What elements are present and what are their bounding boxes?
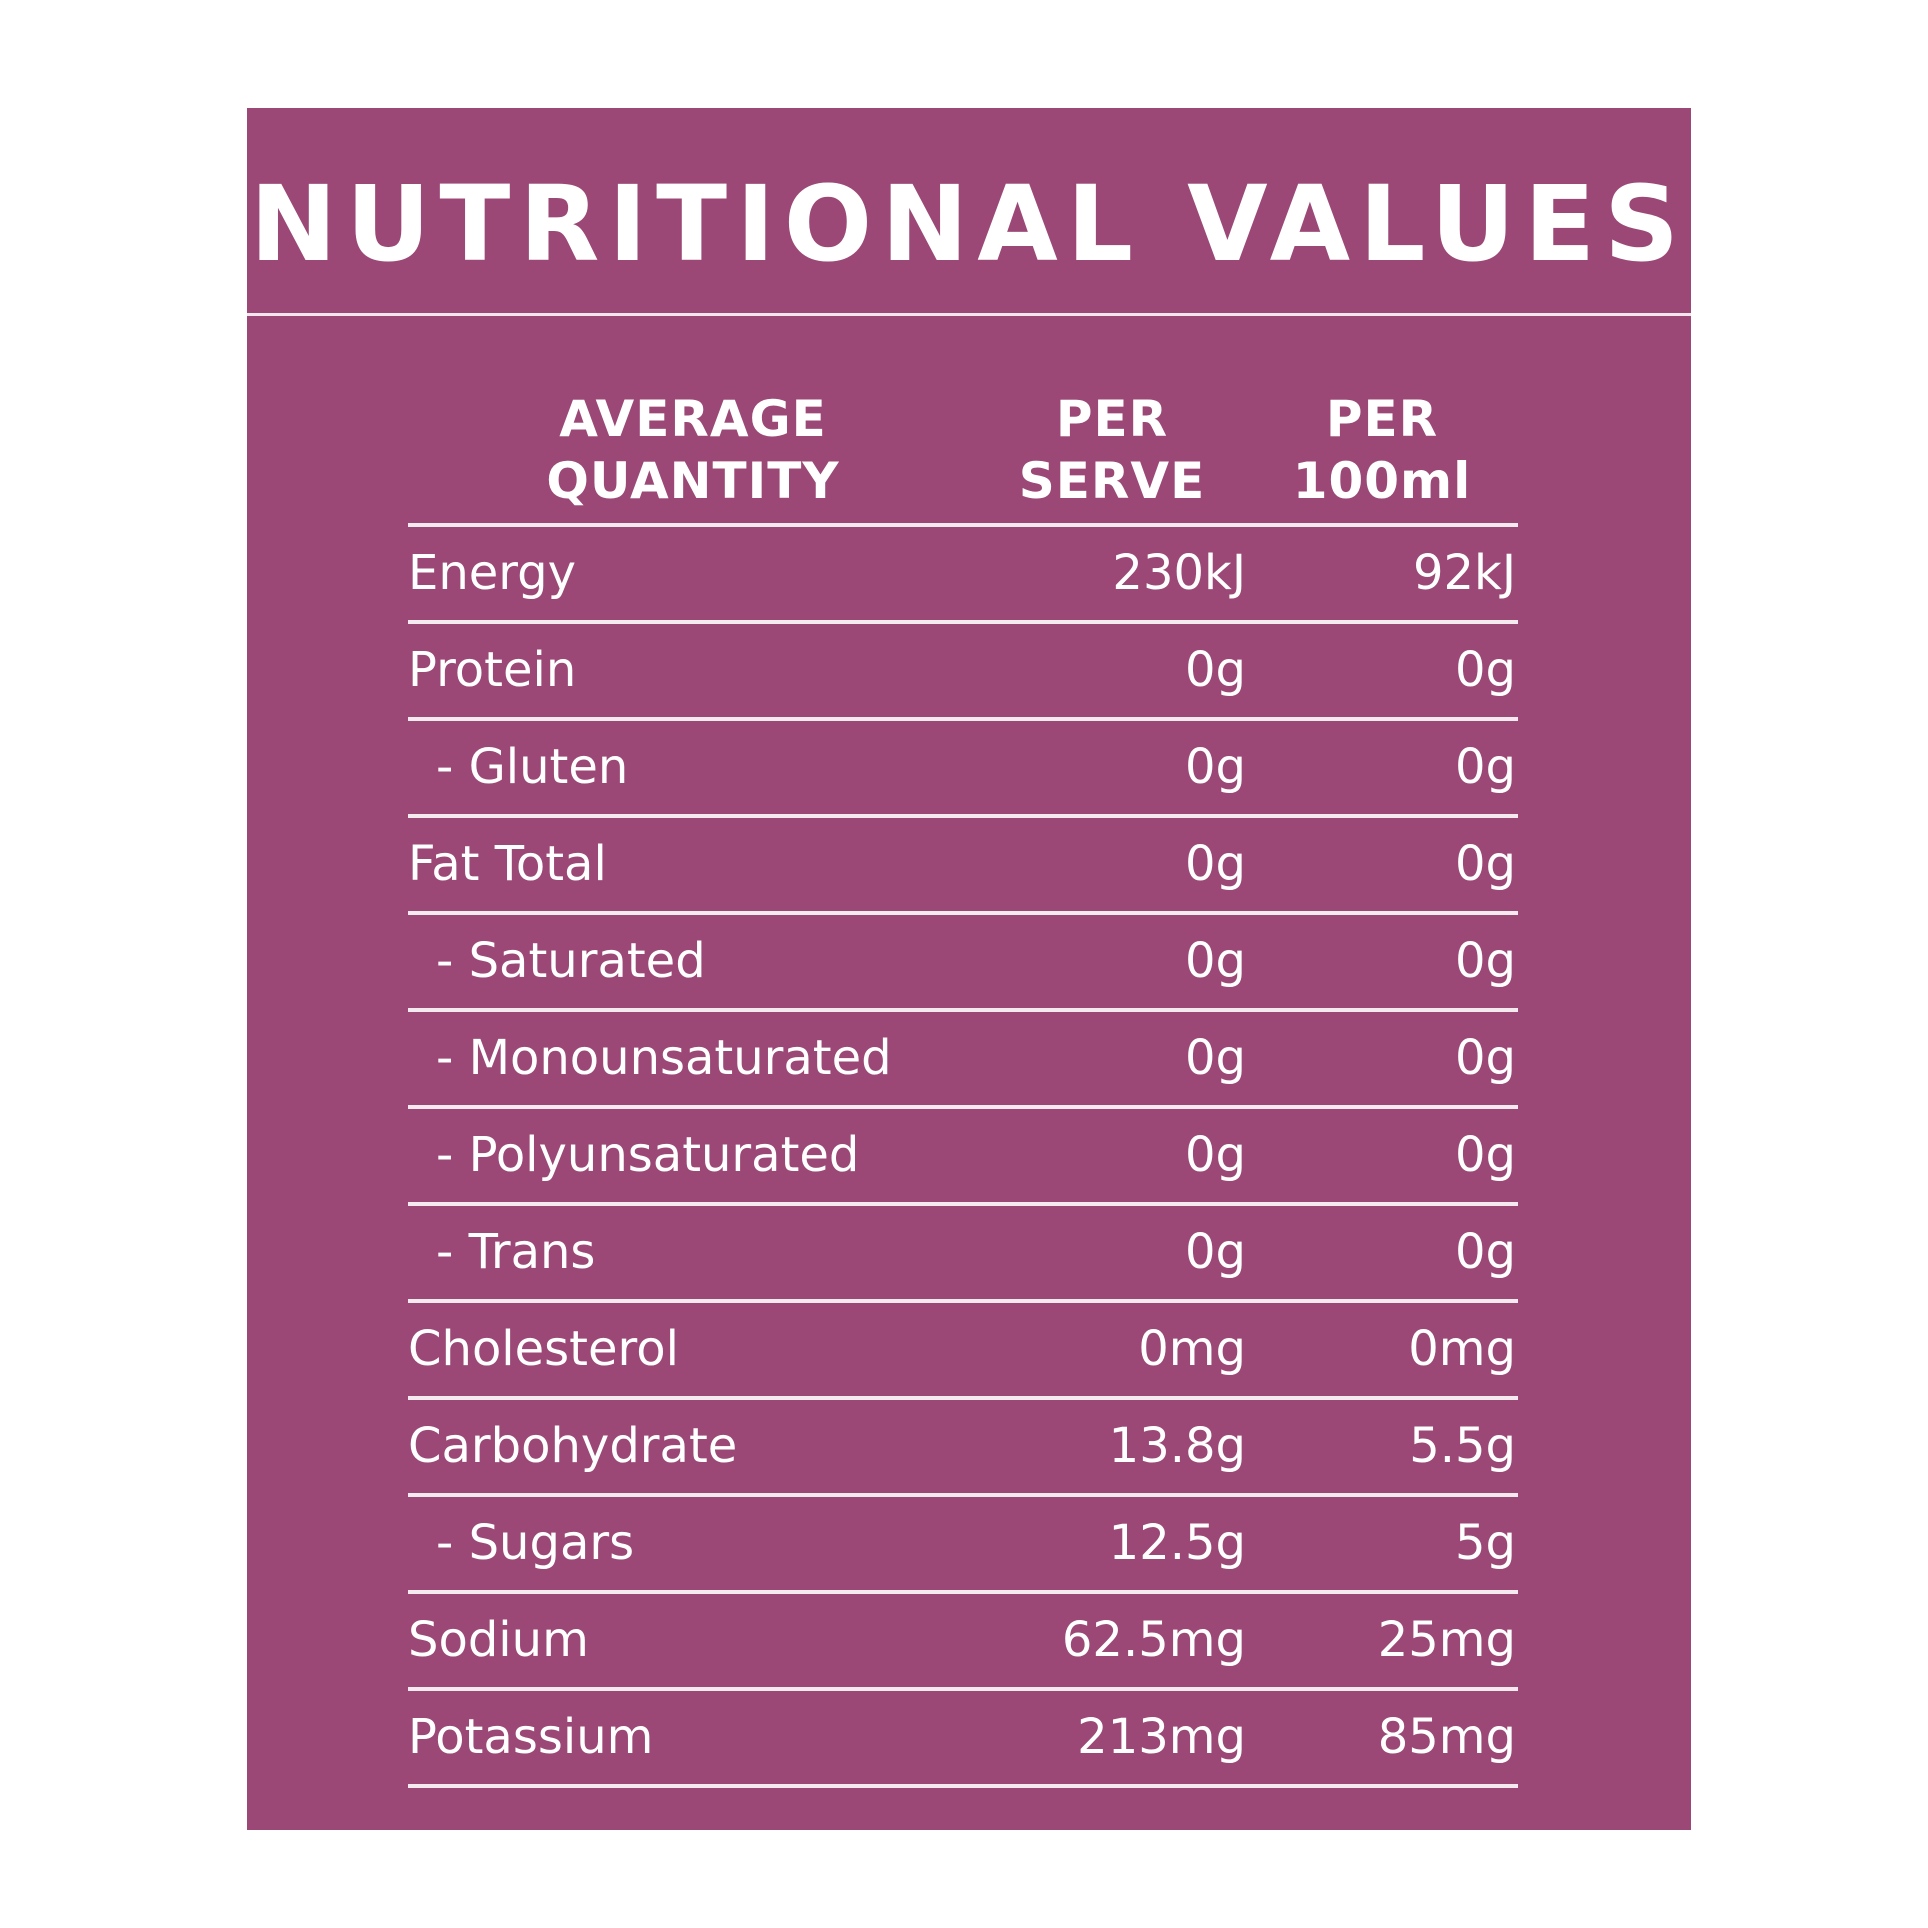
nutrient-label: - Monounsaturated [436,1030,892,1086]
nutrient-value: 0g [1454,836,1516,892]
header-cell: PER SERVE [982,388,1242,512]
nutrient-value: 5g [1454,1515,1516,1571]
nutrient-value: 0g [1184,933,1246,989]
nutrient-value: 0mg [1138,1321,1246,1377]
nutrient-label: Energy [408,545,577,601]
header-line: QUANTITY [546,452,840,510]
nutrient-value: 85mg [1377,1709,1516,1765]
nutrient-value: 25mg [1377,1612,1516,1668]
table-row: - Polyunsaturated 0g 0g [408,1109,1518,1206]
nutrient-value: 0g [1454,1224,1516,1280]
table-row: - Saturated 0g 0g [408,915,1518,1012]
nutrient-value: 12.5g [1108,1515,1246,1571]
nutrient-value: 0g [1454,933,1516,989]
nutrient-label: - Polyunsaturated [436,1127,860,1183]
header-rule [408,523,1518,527]
header-line: AVERAGE [559,390,827,448]
nutrient-label: - Trans [436,1224,596,1280]
table-row: Cholesterol 0mg 0mg [408,1303,1518,1400]
table-row: - Sugars 12.5g 5g [408,1497,1518,1594]
nutrient-value: 230kJ [1112,545,1246,601]
title: NUTRITIONAL VALUES [249,163,1689,285]
table-row: Carbohydrate 13.8g 5.5g [408,1400,1518,1497]
nutrient-value: 0mg [1408,1321,1516,1377]
nutrient-value: 5.5g [1409,1418,1516,1474]
header-line: PER [1055,390,1169,448]
nutrient-label: - Gluten [436,739,629,795]
table-row: - Trans 0g 0g [408,1206,1518,1303]
header-line: 100ml [1292,452,1472,510]
nutrient-value: 0g [1184,1030,1246,1086]
nutrient-label: Sodium [408,1612,589,1668]
table-row: - Monounsaturated 0g 0g [408,1012,1518,1109]
nutrient-value: 0g [1184,1127,1246,1183]
nutrient-value: 0g [1454,739,1516,795]
table-row: Fat Total 0g 0g [408,818,1518,915]
table-row: - Gluten 0g 0g [408,721,1518,818]
nutrient-label: Protein [408,642,577,698]
header-cell: PER 100ml [1252,388,1512,512]
nutrient-value: 0g [1184,642,1246,698]
nutrient-value: 0g [1184,836,1246,892]
nutrient-label: Cholesterol [408,1321,679,1377]
nutrient-value: 62.5mg [1061,1612,1246,1668]
nutrient-value: 0g [1184,739,1246,795]
nutrient-label: Fat Total [408,836,607,892]
nutrient-value: 13.8g [1108,1418,1246,1474]
header-line: PER [1325,390,1439,448]
header-line: SERVE [1018,452,1206,510]
table-row: Energy 230kJ 92kJ [408,527,1518,624]
nutrient-value: 0g [1454,1030,1516,1086]
nutrient-label: - Saturated [436,933,706,989]
nutrient-label: Carbohydrate [408,1418,738,1474]
table-row: Sodium 62.5mg 25mg [408,1594,1518,1691]
nutrient-value: 0g [1454,642,1516,698]
nutrient-label: - Sugars [436,1515,635,1571]
header-cell: AVERAGE QUANTITY [443,388,943,512]
table-row: Potassium 213mg 85mg [408,1691,1518,1788]
title-band [247,108,1691,316]
nutrient-label: Potassium [408,1709,654,1765]
table-row: Protein 0g 0g [408,624,1518,721]
nutrient-value: 0g [1184,1224,1246,1280]
nutrient-value: 92kJ [1412,545,1516,601]
nutrition-panel: NUTRITIONAL VALUES AVERAGE QUANTITY PER SER… [247,108,1691,1830]
nutrient-value: 0g [1454,1127,1516,1183]
nutrient-value: 213mg [1077,1709,1246,1765]
